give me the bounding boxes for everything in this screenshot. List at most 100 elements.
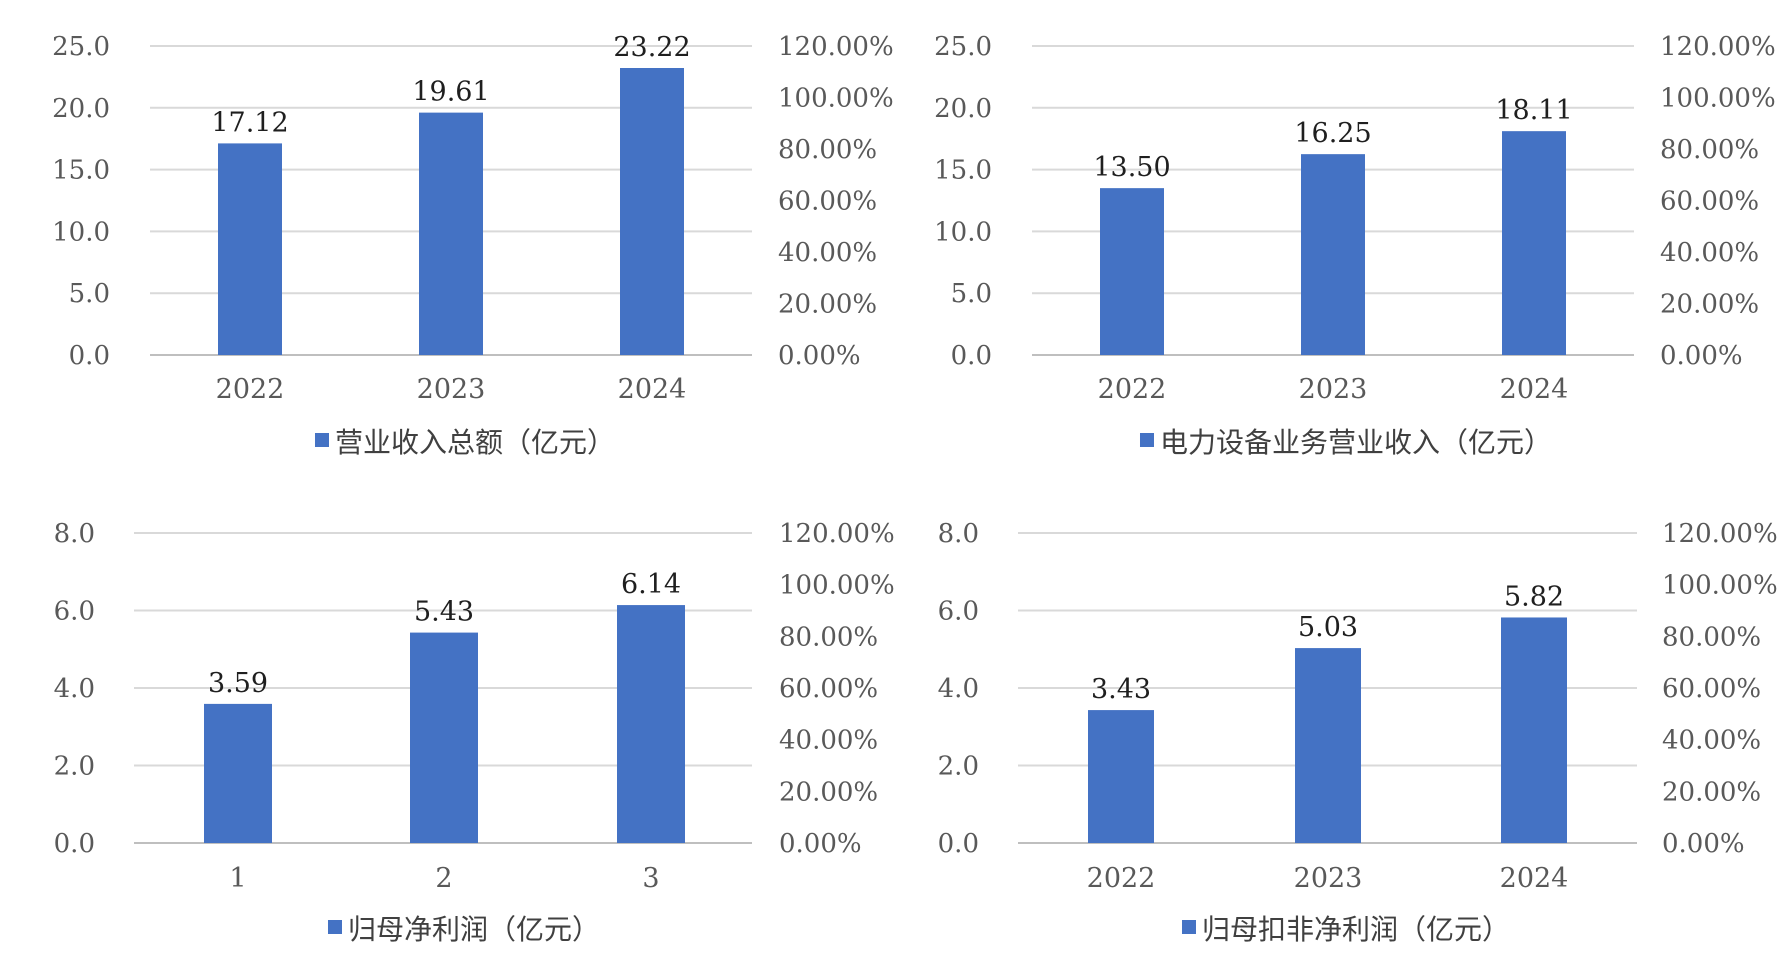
bar — [617, 605, 685, 843]
data-label: 5.43 — [414, 597, 474, 628]
y-tick-label: 10.0 — [52, 217, 110, 247]
data-label: 3.43 — [1091, 674, 1151, 705]
legend-label: 归母净利润（亿元） — [348, 913, 600, 946]
data-label: 13.50 — [1093, 152, 1170, 183]
y-tick-label: 15.0 — [52, 156, 110, 186]
data-label: 17.12 — [211, 107, 288, 138]
y2-tick-label: 60.00% — [778, 187, 877, 217]
y2-tick-label: 40.00% — [1662, 726, 1761, 756]
y2-tick-label: 20.00% — [1662, 777, 1761, 807]
y-tick-label: 4.0 — [54, 674, 95, 704]
y2-tick-label: 0.00% — [779, 829, 862, 859]
bar — [1295, 648, 1361, 843]
y-tick-label: 25.0 — [52, 32, 110, 62]
chart-4: 0.0 2.0 4.0 6.0 8.0 0.00% 20.00% 40.00% 60.00% 80… — [938, 519, 1778, 946]
y2-tick-label: 80.00% — [1662, 622, 1761, 652]
legend-label: 营业收入总额（亿元） — [335, 426, 615, 459]
data-label: 6.14 — [621, 569, 681, 600]
legend: 归母扣非净利润（亿元） — [1181, 913, 1510, 946]
y-tick-label: 0.0 — [938, 829, 979, 859]
category-label: 2022 — [1098, 374, 1167, 405]
y2-tick-label: 60.00% — [1662, 674, 1761, 704]
bar — [1088, 710, 1154, 843]
legend-label: 归母扣非净利润（亿元） — [1202, 913, 1510, 946]
bar — [410, 632, 478, 843]
legend: 营业收入总额（亿元） — [314, 426, 615, 459]
y2-tick-label: 120.00% — [779, 519, 895, 549]
y2-tick-label: 120.00% — [1660, 32, 1776, 62]
y-tick-label: 10.0 — [934, 217, 992, 247]
category-label: 2023 — [417, 374, 486, 405]
category-label: 2024 — [618, 374, 687, 405]
legend: 电力设备业务营业收入（亿元） — [1139, 426, 1552, 459]
data-label: 23.22 — [613, 32, 690, 63]
y2-tick-label: 80.00% — [778, 135, 877, 165]
category-label: 1 — [229, 863, 246, 894]
y2-tick-label: 0.00% — [778, 341, 861, 371]
y2-tick-label: 40.00% — [1660, 238, 1759, 268]
category-label: 3 — [642, 863, 659, 894]
bar — [1501, 617, 1567, 843]
y2-tick-label: 40.00% — [778, 238, 877, 268]
y2-tick-label: 20.00% — [779, 777, 878, 807]
y2-tick-label: 120.00% — [1662, 519, 1778, 549]
category-label: 2022 — [1087, 863, 1156, 894]
data-label: 19.61 — [412, 77, 489, 108]
y2-tick-label: 0.00% — [1662, 829, 1745, 859]
y2-tick-label: 60.00% — [779, 674, 878, 704]
y-tick-label: 25.0 — [934, 32, 992, 62]
legend-marker — [1139, 433, 1154, 447]
y2-tick-label: 40.00% — [779, 726, 878, 756]
category-label: 2024 — [1500, 863, 1569, 894]
y-tick-label: 8.0 — [938, 519, 979, 549]
bar — [1301, 154, 1365, 355]
legend: 归母净利润（亿元） — [327, 913, 600, 946]
data-label: 5.82 — [1504, 581, 1564, 612]
y2-tick-label: 20.00% — [1660, 290, 1759, 320]
category-label: 2022 — [216, 374, 285, 405]
y-tick-label: 2.0 — [938, 752, 979, 782]
y-tick-label: 5.0 — [69, 279, 110, 309]
data-label: 18.11 — [1495, 95, 1572, 126]
y2-tick-label: 60.00% — [1660, 187, 1759, 217]
y2-tick-label: 0.00% — [1660, 341, 1743, 371]
legend-marker — [327, 920, 342, 934]
y-tick-label: 20.0 — [52, 94, 110, 124]
legend-label: 电力设备业务营业收入（亿元） — [1160, 426, 1552, 459]
bar — [1100, 188, 1164, 355]
category-label: 2023 — [1294, 863, 1363, 894]
y-tick-label: 0.0 — [69, 341, 110, 371]
y2-tick-label: 100.00% — [1662, 571, 1778, 601]
bar — [204, 703, 272, 843]
y-tick-label: 8.0 — [54, 519, 95, 549]
bar — [419, 112, 483, 356]
y2-tick-label: 100.00% — [1660, 84, 1776, 114]
category-label: 2 — [435, 863, 452, 894]
chart-1: 0.0 5.0 10.0 15.0 20.0 25.0 0.00% 20.00% 40.00% 6… — [52, 32, 894, 459]
y-tick-label: 20.0 — [934, 94, 992, 124]
y-tick-label: 2.0 — [54, 752, 95, 782]
y-tick-label: 6.0 — [938, 597, 979, 627]
category-label: 2023 — [1299, 374, 1368, 405]
y-tick-label: 6.0 — [54, 597, 95, 627]
legend-marker — [1181, 920, 1196, 934]
y2-tick-label: 100.00% — [778, 84, 894, 114]
data-label: 5.03 — [1298, 612, 1358, 643]
y2-tick-label: 100.00% — [779, 571, 895, 601]
bar — [620, 68, 684, 356]
y2-tick-label: 20.00% — [778, 290, 877, 320]
y2-tick-label: 80.00% — [779, 622, 878, 652]
y2-tick-label: 80.00% — [1660, 135, 1759, 165]
y-tick-label: 0.0 — [54, 829, 95, 859]
legend-marker — [314, 433, 329, 447]
data-label: 3.59 — [208, 668, 268, 699]
y-tick-label: 5.0 — [951, 279, 992, 309]
chart-2: 0.0 5.0 10.0 15.0 20.0 25.0 0.00% 20.00% 40.00% 6… — [934, 32, 1776, 459]
y-tick-label: 15.0 — [934, 156, 992, 186]
category-label: 2024 — [1500, 374, 1569, 405]
y2-tick-label: 120.00% — [778, 32, 894, 62]
bar — [1502, 131, 1566, 355]
y-tick-label: 4.0 — [938, 674, 979, 704]
